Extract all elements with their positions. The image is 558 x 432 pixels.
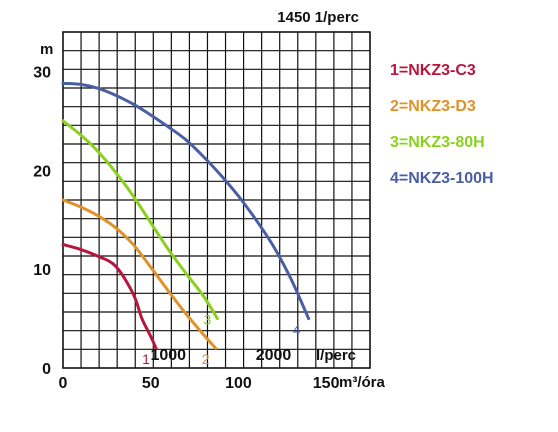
x-axis-ticks: 0 50 100 150 [59, 375, 340, 392]
curve-label-3: 3 [203, 312, 211, 328]
curve-end-labels: 1 2 3 4 [142, 312, 301, 368]
curve-label-1: 1 [142, 351, 150, 367]
pump-curves [61, 81, 311, 350]
curve-label-2: 2 [202, 351, 210, 367]
x-secondary-tick-label: 2000 [256, 347, 292, 364]
series-line-2 [61, 198, 218, 350]
series-line-4 [61, 81, 311, 321]
y-axis-label: m [40, 41, 53, 58]
y-tick-label: 0 [42, 361, 51, 378]
series-line-1 [61, 243, 158, 350]
legend-entry-1: 1=NKZ3-C3 [390, 62, 476, 79]
x-tick-label: 0 [59, 375, 68, 392]
x-secondary-tick-label: 1000 [150, 347, 186, 364]
curve-label-4: 4 [293, 322, 301, 338]
y-axis-ticks: 0 10 20 30 [33, 65, 51, 378]
chart-grid [63, 32, 370, 368]
x-tick-label: 50 [142, 375, 160, 392]
x-tick-label: 150 [313, 375, 340, 392]
x-axis-secondary-label: l/perc [316, 347, 356, 364]
x-axis-secondary-ticks: 1000 2000 [150, 347, 291, 364]
y-tick-label: 30 [33, 65, 51, 82]
x-axis-label: m³/óra [339, 374, 386, 391]
legend: 1=NKZ3-C3 2=NKZ3-D3 3=NKZ3-80H 4=NKZ3-100H [390, 62, 494, 187]
y-tick-label: 10 [33, 262, 51, 279]
y-tick-label: 20 [33, 163, 51, 180]
legend-entry-2: 2=NKZ3-D3 [390, 98, 476, 115]
legend-entry-4: 4=NKZ3-100H [390, 170, 494, 187]
legend-entry-3: 3=NKZ3-80H [390, 134, 485, 151]
chart-title: 1450 1/perc [277, 9, 359, 26]
series-line-3 [61, 119, 219, 321]
x-tick-label: 100 [225, 375, 252, 392]
